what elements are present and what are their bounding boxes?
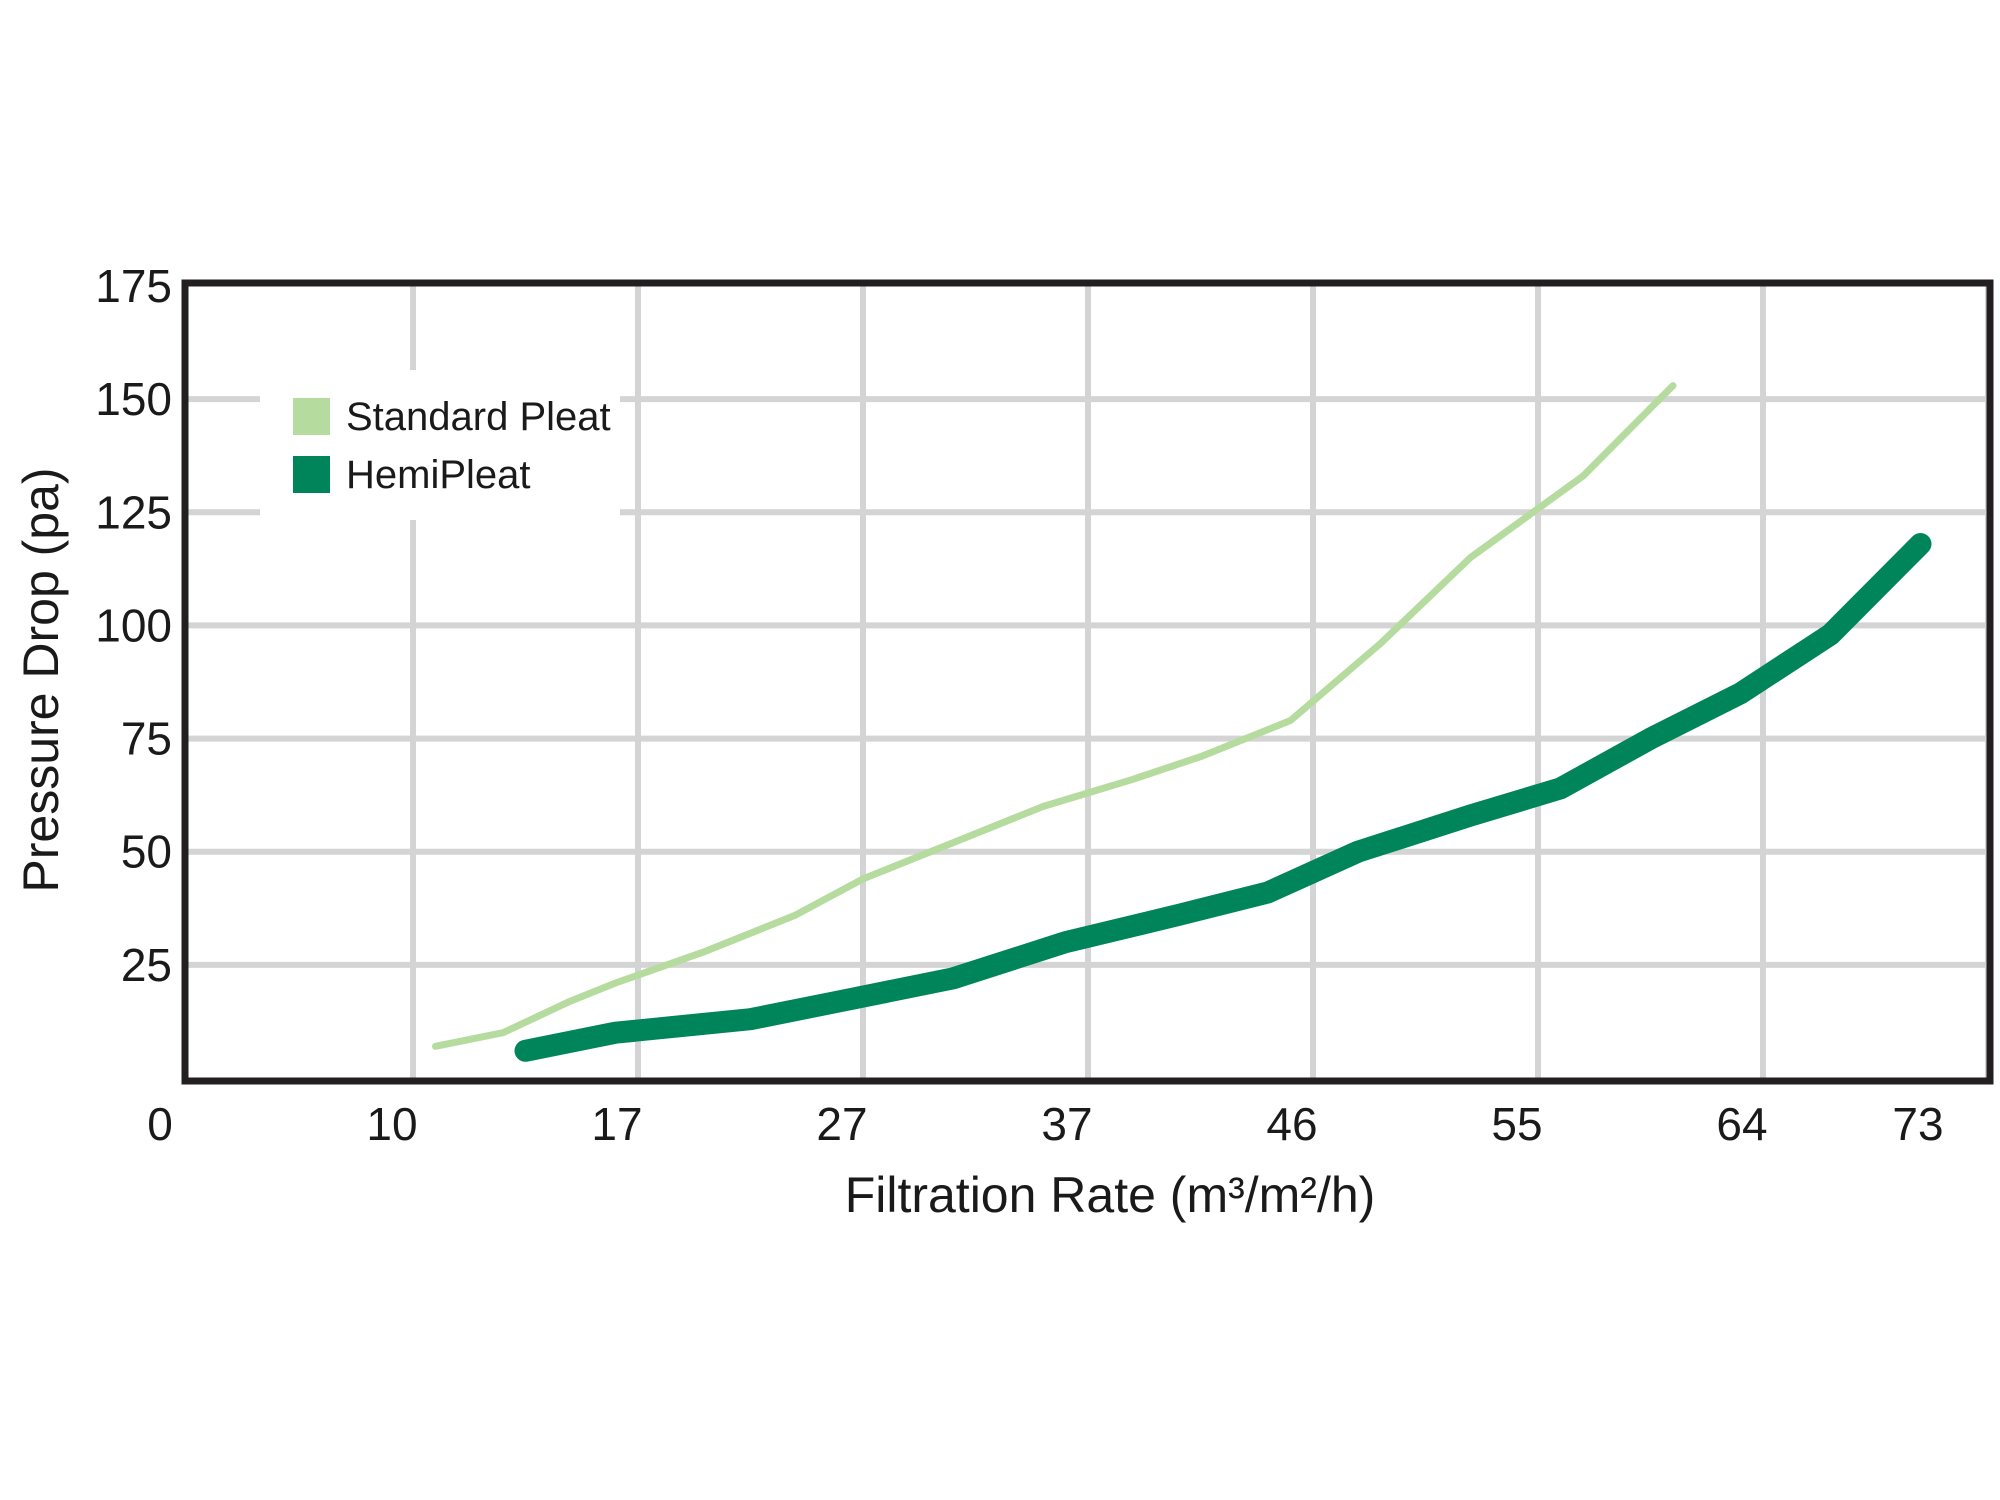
legend-swatch-1 [293, 456, 330, 493]
y-tick-label-2: 75 [121, 713, 172, 765]
x-tick-label-0: 0 [147, 1098, 173, 1150]
x-tick-label-3: 27 [816, 1098, 867, 1150]
x-tick-label-6: 55 [1491, 1098, 1542, 1150]
x-axis-ticks: 0 10 17 27 37 46 55 64 73 [147, 1098, 1943, 1150]
legend-label-1: HemiPleat [346, 453, 531, 497]
x-tick-label-8: 73 [1892, 1098, 1943, 1150]
y-tick-label-6: 175 [95, 260, 172, 312]
y-tick-label-0: 25 [121, 939, 172, 991]
y-tick-label-3: 100 [95, 599, 172, 651]
y-axis-label: Pressure Drop (pa) [13, 467, 69, 892]
series-line-standard-pleat [432, 382, 1677, 1050]
x-tick-label-4: 37 [1041, 1098, 1092, 1150]
y-tick-label-1: 50 [121, 826, 172, 878]
y-tick-label-5: 150 [95, 373, 172, 425]
x-tick-label-7: 64 [1716, 1098, 1767, 1150]
legend-label-0: Standard Pleat [346, 395, 611, 439]
plot-frame [181, 279, 1994, 1085]
y-tick-label-4: 125 [95, 486, 172, 538]
x-tick-label-5: 46 [1266, 1098, 1317, 1150]
x-tick-label-2: 17 [591, 1098, 642, 1150]
legend: Standard Pleat HemiPleat [260, 370, 620, 520]
series-line-hemipleat [514, 533, 1932, 1062]
legend-background [260, 370, 620, 520]
series-lines [432, 382, 1932, 1062]
x-axis-label: Filtration Rate (m³/m²/h) [845, 1167, 1376, 1223]
legend-swatch-0 [293, 398, 330, 435]
x-tick-label-1: 10 [366, 1098, 417, 1150]
y-axis-ticks: 25 50 75 100 125 150 175 [95, 260, 172, 991]
